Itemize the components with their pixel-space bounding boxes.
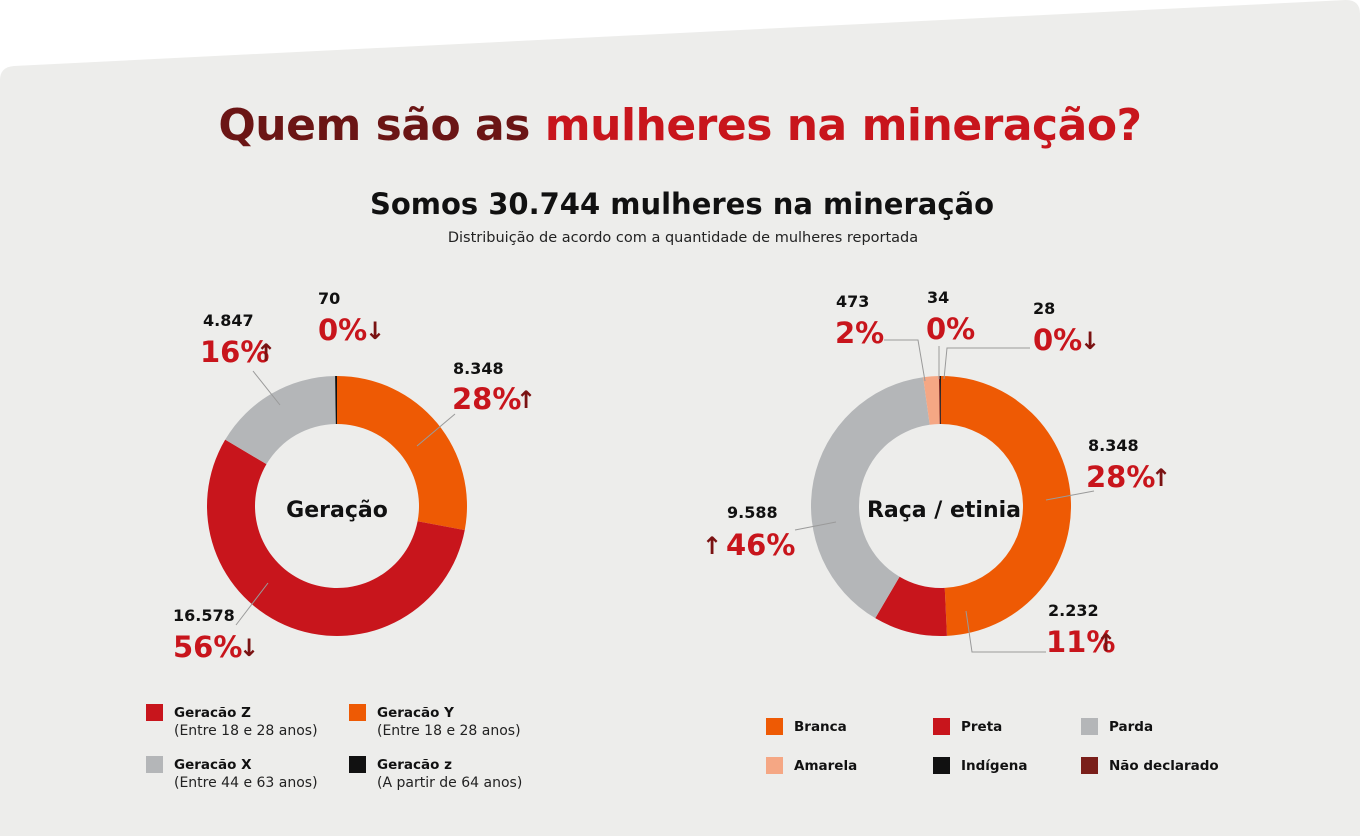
legend-detail: (A partir de 64 anos) — [377, 775, 523, 791]
legend-item-nao-declarado: Não declarado — [1081, 757, 1219, 775]
legend-item-geracao-z-senior: Geracão z (A partir de 64 anos) — [349, 756, 522, 793]
arrow-up-icon: ↑ — [516, 386, 536, 414]
legend-item-geracao-z: Geracão Z (Entre 18 e 28 anos) — [146, 704, 318, 741]
leader-line — [794, 521, 837, 531]
legend-item-preta: Preta — [933, 718, 1002, 736]
legend-label: Preta — [961, 719, 1003, 735]
donut-slices-raca — [810, 376, 1071, 636]
legend-swatch — [349, 704, 366, 721]
page-caption: Distribuição de acordo com a quantidade … — [447, 230, 919, 246]
data-percent-label: 0% — [926, 312, 975, 346]
donut-slice-gerac-o-x — [225, 376, 336, 465]
donut-slice-parda — [810, 377, 930, 619]
leader-line — [252, 370, 281, 406]
page-title: Quem são as mulheres na mineração? — [0, 100, 1360, 151]
legend-label: Branca — [794, 719, 847, 735]
legend-swatch — [349, 756, 366, 773]
legend-detail: (Entre 18 e 28 anos) — [377, 723, 521, 739]
data-count-label: 70 — [318, 289, 340, 308]
legend-detail: (Entre 18 e 28 anos) — [174, 723, 318, 739]
data-percent-label: 28% — [1086, 460, 1155, 494]
data-count-label: 8.348 — [1088, 436, 1139, 455]
data-percent-label: 56% — [173, 630, 242, 664]
donut-chart-geracao: Geração 8.348 28% ↑ 16.578 56% ↓ 4.847 1… — [173, 289, 536, 664]
donut-slice-gerac-o-z — [207, 439, 465, 636]
arrow-up-icon: ↑ — [256, 339, 276, 367]
data-percent-label: 16% — [200, 335, 269, 369]
donut-slice-gerac-o-z — [335, 376, 337, 425]
legend-label: Não declarado — [1109, 758, 1219, 774]
data-count-label: 9.588 — [727, 503, 778, 522]
arrow-down-icon: ↓ — [239, 634, 259, 662]
donut-chart-raca: Raça / etinia 8.348 28% ↑ 2.232 11% ↑ 9.… — [702, 288, 1171, 659]
legend-label: Geracão z — [377, 757, 452, 773]
legend-label: Amarela — [794, 758, 858, 774]
legend-item-geracao-y: Geracão Y (Entre 18 e 28 anos) — [349, 704, 521, 741]
leader-line — [235, 582, 269, 626]
leader-line — [965, 610, 1046, 653]
data-count-label: 28 — [1033, 299, 1055, 318]
data-count-label: 34 — [927, 288, 949, 307]
legend-item-amarela: Amarela — [766, 757, 857, 775]
donut-slice-amarela — [923, 376, 940, 425]
data-count-label: 2.232 — [1048, 601, 1099, 620]
leader-line — [1045, 490, 1095, 501]
legend-swatch — [1081, 757, 1098, 774]
leader-line — [943, 347, 1030, 380]
donut-slice-preta — [875, 576, 947, 636]
legend-swatch — [146, 704, 163, 721]
data-count-label: 473 — [836, 292, 869, 311]
arrow-down-icon: ↓ — [1080, 327, 1100, 355]
page-title-part1: Quem são as — [218, 100, 530, 151]
donut-slice-n-o-declarado — [938, 376, 941, 425]
legend-label: Indígena — [961, 758, 1028, 774]
donut-slice-branca — [941, 376, 1071, 636]
legend-label: Geracão Y — [377, 705, 454, 721]
arrow-up-icon: ↑ — [702, 532, 722, 560]
legend-label: Parda — [1109, 719, 1154, 735]
legend-swatch — [933, 757, 950, 774]
data-count-label: 8.348 — [453, 359, 504, 378]
data-percent-label: 2% — [835, 316, 884, 350]
leader-line — [416, 413, 456, 447]
legend-item-parda: Parda — [1081, 718, 1153, 736]
donut-slices-geracao — [207, 376, 468, 636]
data-percent-label: 0% — [1033, 323, 1082, 357]
legend-label: Geracão X — [174, 757, 252, 773]
legend-swatch — [766, 718, 783, 735]
leader-line — [884, 339, 926, 382]
legend-item-indigena: Indígena — [933, 757, 1027, 775]
legend-item-branca: Branca — [766, 718, 847, 736]
data-percent-label: 46% — [726, 528, 795, 562]
page-title-part2: mulheres na mineração? — [544, 100, 1142, 151]
legend-item-geracao-x: Geracão X (Entre 44 e 63 anos) — [146, 756, 318, 793]
legend-swatch — [933, 718, 950, 735]
arrow-up-icon: ↑ — [1151, 464, 1171, 492]
arrow-down-icon: ↓ — [365, 317, 385, 345]
data-percent-label: 28% — [452, 382, 521, 416]
donut-slice-gerac-o-y — [337, 376, 468, 531]
center-label-geracao: Geração — [286, 498, 388, 523]
legend-detail: (Entre 44 e 63 anos) — [174, 775, 318, 791]
arrow-up-icon: ↑ — [1096, 629, 1116, 657]
legend-swatch — [146, 756, 163, 773]
donut-slice-ind-gena — [940, 376, 941, 425]
data-count-label: 4.847 — [203, 311, 254, 330]
legend-label: Geracão Z — [174, 705, 251, 721]
legend-swatch — [1081, 718, 1098, 735]
legend-swatch — [766, 757, 783, 774]
center-label-raca: Raça / etinia — [867, 498, 1021, 523]
page-subtitle: Somos 30.744 mulheres na mineração — [369, 187, 995, 221]
data-percent-label: 0% — [318, 313, 367, 347]
data-count-label: 16.578 — [173, 606, 235, 625]
data-percent-label: 11% — [1046, 625, 1115, 659]
